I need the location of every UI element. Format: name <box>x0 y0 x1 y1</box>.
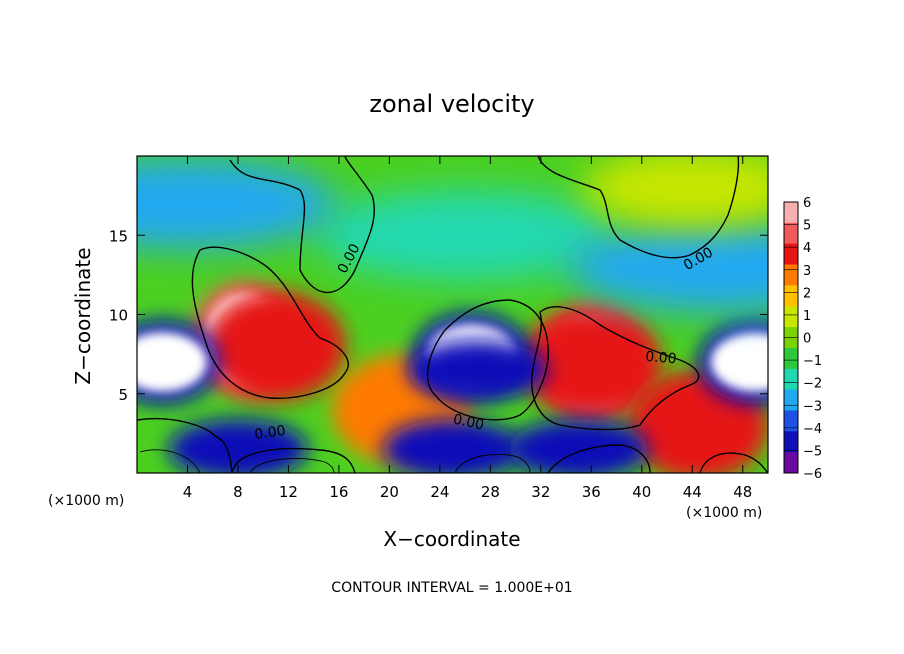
colorbar-swatch-3 <box>784 264 798 286</box>
field-region-7 <box>407 339 548 400</box>
colorbar-swatch-7 <box>784 347 798 370</box>
colorbar-swatch-0 <box>784 202 798 224</box>
zero-contour-left <box>137 417 356 473</box>
colorbar-label-6: 0 <box>803 332 811 347</box>
colorbar-label-7: −1 <box>803 354 822 369</box>
x-tick-label-6: 28 <box>481 483 500 501</box>
colorbar-swatch-9 <box>784 389 798 411</box>
contour-label-3: 0.00 <box>452 412 486 434</box>
field-region-16 <box>582 156 768 228</box>
zero-contour-top-right <box>537 156 740 259</box>
zero-contour-bottom-right <box>547 444 768 473</box>
contour-label-2: 0.00 <box>253 423 286 443</box>
colorbar-label-2: 4 <box>803 241 811 256</box>
x-tick-label-8: 36 <box>582 483 601 501</box>
x-tick-label-9: 40 <box>632 483 651 501</box>
x-tick-label-7: 32 <box>531 483 550 501</box>
colorbar-label-5: 1 <box>803 309 811 324</box>
y-tick-label-2: 15 <box>109 227 128 245</box>
colorbar-swatch-4 <box>784 285 798 307</box>
x-tick-label-5: 24 <box>430 483 449 501</box>
zero-contour-upper <box>229 156 375 294</box>
zero-contour-mid <box>426 299 549 421</box>
field-region-12 <box>508 419 649 473</box>
chart-title: zonal velocity <box>369 90 534 118</box>
x-unit-label-right: (×1000 m) <box>686 505 762 521</box>
field-region-11 <box>167 419 308 473</box>
x-tick-label-10: 44 <box>683 483 702 501</box>
field-region-15 <box>137 158 338 249</box>
zero-contour-plume <box>191 246 349 399</box>
field-region-3 <box>521 307 662 418</box>
colorbar: 6 5 4 3 2 1 0 −1 −2 −3 −4 −5 −6 <box>783 196 822 482</box>
colorbar-label-10: −4 <box>803 422 822 437</box>
colorbar-label-12: −6 <box>803 467 822 482</box>
colorbar-label-0: 6 <box>803 196 811 211</box>
field-region-9 <box>710 332 768 393</box>
colorbar-label-1: 5 <box>803 219 811 234</box>
x-unit-label: (×1000 m) <box>48 493 124 509</box>
colorbar-swatch-5 <box>784 306 798 328</box>
y-axis-label: Z−coordinate <box>71 247 95 384</box>
x-tick-label-11: 48 <box>733 483 752 501</box>
field-region-10 <box>382 419 523 473</box>
colorbar-swatch-8 <box>784 368 798 391</box>
field-region-1 <box>205 291 346 402</box>
colorbar-swatch-1 <box>784 222 798 245</box>
field-region-8 <box>137 332 208 393</box>
contour-interval-note: CONTOUR INTERVAL = 1.000E+01 <box>331 580 572 596</box>
field-layer <box>137 156 768 473</box>
colorbar-swatch-12 <box>784 452 798 474</box>
colorbar-swatch-10 <box>784 410 798 432</box>
colorbar-label-9: −3 <box>803 399 822 414</box>
plot-area: 0.00 0.00 0.00 0.00 0.00 <box>137 156 768 473</box>
x-tick-label-3: 16 <box>329 483 348 501</box>
x-tick-label-4: 20 <box>380 483 399 501</box>
colorbar-label-4: 2 <box>803 286 811 301</box>
colorbar-label-3: 3 <box>803 264 811 279</box>
x-tick-label-2: 12 <box>279 483 298 501</box>
x-axis-label: X−coordinate <box>383 527 520 551</box>
x-tick-label-0: 4 <box>183 483 193 501</box>
colorbar-label-11: −5 <box>803 444 822 459</box>
y-tick-label-0: 5 <box>118 386 128 404</box>
field-region-14 <box>567 221 768 312</box>
y-tick-label-1: 10 <box>109 307 128 325</box>
colorbar-label-8: −2 <box>803 377 822 392</box>
x-axis: 4 8 12 16 20 24 28 32 36 40 44 48 <box>183 156 752 501</box>
colorbar-swatch-2 <box>784 243 798 266</box>
thin-contour-b <box>454 453 531 473</box>
contour-label-4: 0.00 <box>645 349 677 368</box>
colorbar-swatch-11 <box>784 431 798 453</box>
y-axis: 5 10 15 <box>109 227 768 404</box>
thin-contour-a <box>139 449 335 473</box>
field-region-13 <box>315 190 616 281</box>
zero-contours <box>137 156 768 473</box>
zero-contour-right <box>531 306 700 431</box>
x-tick-label-1: 8 <box>233 483 243 501</box>
